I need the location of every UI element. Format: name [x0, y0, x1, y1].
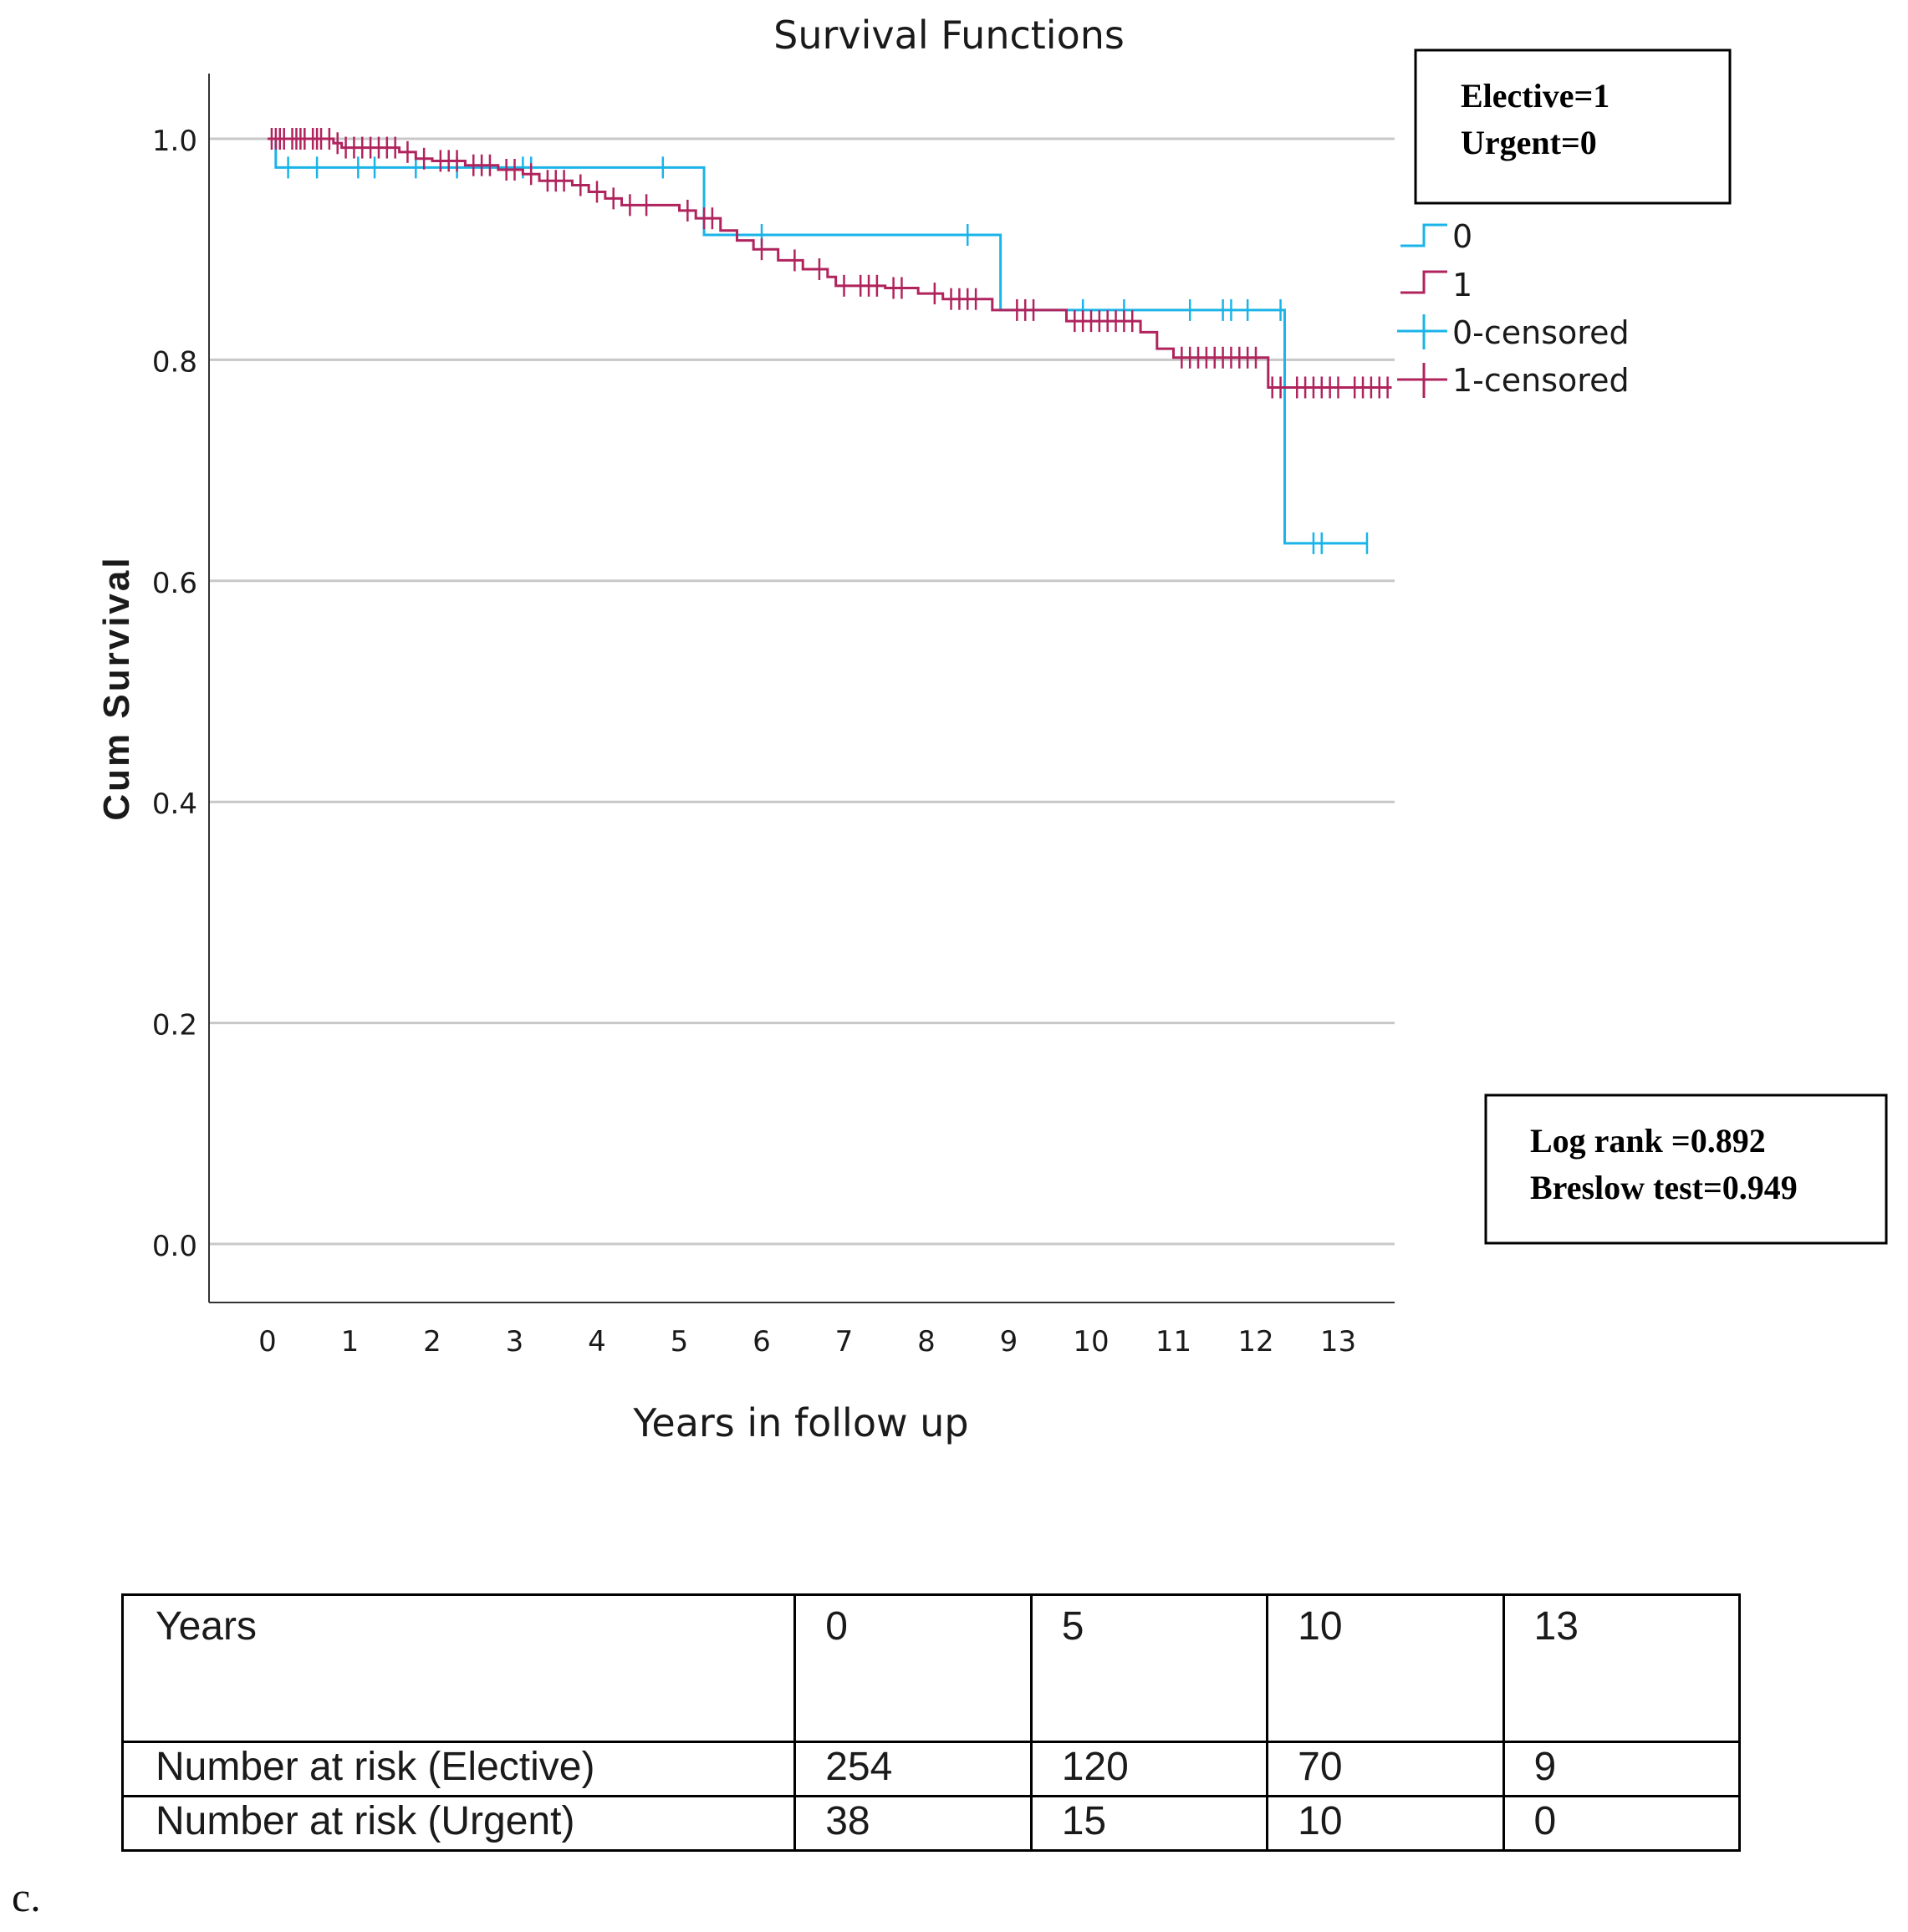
y-tick-label: 0.4 — [152, 788, 197, 821]
table-cell: 0 — [1502, 1795, 1742, 1852]
y-ticks: 0.0 0.2 0.4 0.6 0.8 1.0 — [152, 125, 197, 1263]
x-tick-label: 3 — [506, 1325, 524, 1359]
x-tick-label: 11 — [1156, 1325, 1191, 1359]
table-cell: 10 — [1266, 1593, 1505, 1743]
y-tick-label: 0.6 — [152, 567, 197, 600]
table-row: Number at risk (Elective) 254 120 70 9 — [120, 1741, 1742, 1797]
series-line-0 — [268, 137, 1367, 545]
x-tick-label: 6 — [752, 1325, 771, 1359]
x-tick-label: 7 — [835, 1325, 854, 1359]
legend-label-1-censored: 1-censored — [1452, 362, 1630, 399]
table-cell: 254 — [793, 1741, 1033, 1797]
table-cell: 0 — [793, 1593, 1033, 1743]
number-at-risk-table: Years 0 5 10 13 Number at risk (Elective… — [120, 1593, 1742, 1852]
legend-swatch-0-censored — [1397, 314, 1447, 349]
y-tick-label: 0.8 — [152, 345, 197, 379]
table-cell: 120 — [1029, 1741, 1269, 1797]
group-key-elective: Elective=1 — [1461, 77, 1610, 115]
test-stats-box — [1484, 1093, 1888, 1245]
table-header-row: Years 0 5 10 13 — [120, 1593, 1742, 1743]
table-cell: Years — [120, 1593, 797, 1743]
legend-swatch-1 — [1400, 270, 1447, 294]
gridlines — [210, 137, 1395, 1246]
table-cell: 13 — [1502, 1593, 1742, 1743]
x-axis-label: Years in follow up — [632, 1400, 968, 1445]
table-cell: 38 — [793, 1795, 1033, 1852]
table-cell: Number at risk (Elective) — [120, 1741, 797, 1797]
log-rank-text: Log rank =0.892 — [1530, 1122, 1766, 1160]
group-key-box — [1414, 48, 1732, 205]
panel-letter: c. — [12, 1873, 41, 1920]
table-cell: Number at risk (Urgent) — [120, 1795, 797, 1852]
y-tick-label: 0.2 — [152, 1009, 197, 1042]
x-tick-label: 9 — [1000, 1325, 1018, 1359]
table-cell: 15 — [1029, 1795, 1269, 1852]
x-tick-label: 1 — [341, 1325, 360, 1359]
x-tick-label: 8 — [917, 1325, 936, 1359]
x-tick-label: 0 — [258, 1325, 277, 1359]
table-cell: 5 — [1029, 1593, 1269, 1743]
breslow-text: Breslow test=0.949 — [1530, 1169, 1798, 1206]
x-tick-label: 10 — [1073, 1325, 1109, 1359]
y-tick-label: 1.0 — [152, 125, 197, 158]
legend: 0 1 0-censored 1-censored — [1397, 218, 1630, 399]
legend-label-1: 1 — [1452, 267, 1472, 303]
y-axis-label: Cum Survival — [96, 555, 137, 820]
x-tick-label: 5 — [671, 1325, 689, 1359]
legend-swatch-1-censored — [1397, 363, 1447, 398]
table-cell: 10 — [1266, 1795, 1505, 1852]
table-cell: 9 — [1502, 1741, 1742, 1797]
x-tick-label: 2 — [423, 1325, 441, 1359]
table-row: Number at risk (Urgent) 38 15 10 0 — [120, 1795, 1742, 1852]
legend-label-0-censored: 0-censored — [1452, 314, 1630, 351]
table-cell: 70 — [1266, 1741, 1505, 1797]
group-key-urgent: Urgent=0 — [1461, 124, 1597, 161]
x-tick-label: 12 — [1237, 1325, 1273, 1359]
x-ticks: 0 1 2 3 4 5 6 7 8 9 10 11 12 13 — [258, 1325, 1356, 1359]
y-tick-label: 0.0 — [152, 1230, 197, 1263]
survival-chart: Survival Functions 0.0 0.2 0.4 0.6 0.8 1.0 0 1… — [96, 13, 1888, 1445]
legend-label-0: 0 — [1452, 218, 1472, 255]
x-tick-label: 4 — [588, 1325, 606, 1359]
legend-swatch-0 — [1400, 223, 1447, 247]
chart-title: Survival Functions — [773, 13, 1125, 58]
x-tick-label: 13 — [1320, 1325, 1356, 1359]
series-layer — [268, 128, 1392, 554]
